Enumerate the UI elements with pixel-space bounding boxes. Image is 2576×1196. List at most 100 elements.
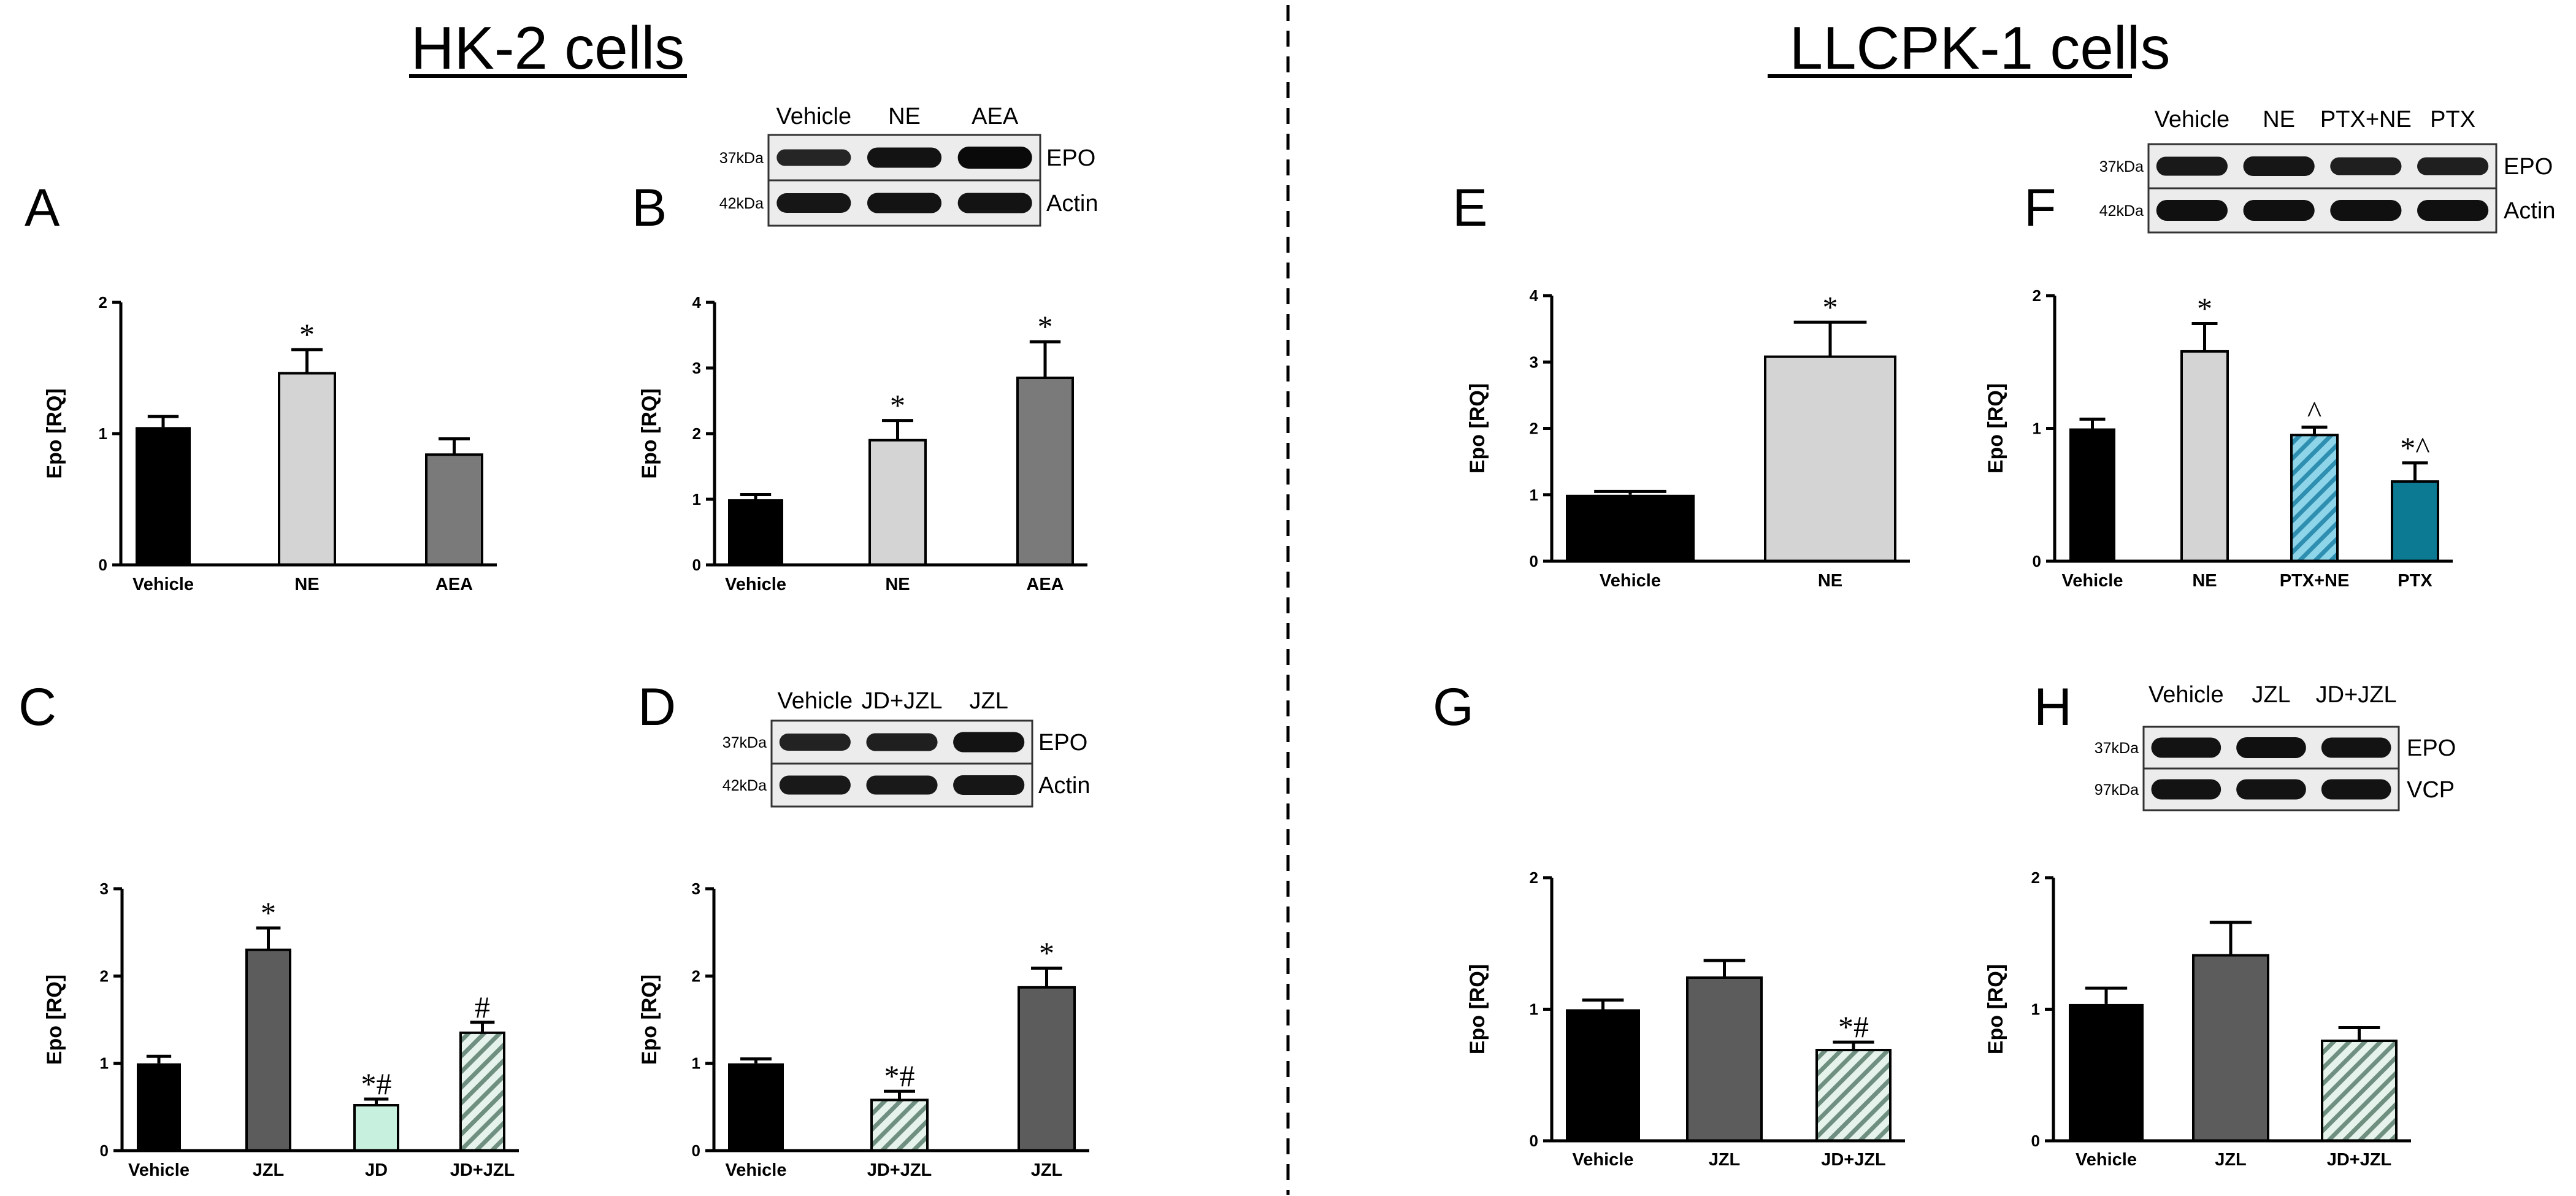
y-axis-label: Epo [RQ] xyxy=(43,388,66,478)
bar-ptx xyxy=(2391,480,2439,562)
chart-panel-e: 0 1 2 3 4 Epo [RQ] Vehicle * NE xyxy=(1466,286,1910,591)
y-axis-label: Epo [RQ] xyxy=(1984,383,2007,473)
blot-band xyxy=(953,775,1025,795)
bar-aea xyxy=(425,453,483,566)
significance-mark: * xyxy=(1038,309,1053,343)
blot-lane-label-jzl: JZL xyxy=(2252,682,2290,708)
panel-letter-b: B xyxy=(632,178,667,237)
blot-lane-label-jd-plus-jzl: JD+JZL xyxy=(862,688,943,714)
y-tick-label: 0 xyxy=(99,556,107,574)
blot-band xyxy=(2236,737,2306,758)
x-category-label: PTX xyxy=(2398,571,2432,591)
x-category-label: NE xyxy=(1818,571,1842,591)
y-tick-label: 2 xyxy=(99,293,107,312)
heading-right-text: LLCPK-1 cells xyxy=(1790,14,2171,82)
y-tick-label: 3 xyxy=(1530,353,1538,371)
bar-vehicle xyxy=(728,1063,784,1151)
bar-ne xyxy=(278,372,336,566)
blot-band xyxy=(2330,157,2402,175)
blot-band xyxy=(776,149,851,166)
blot-lane-label-ne: NE xyxy=(2263,107,2295,132)
blot-protein-label: EPO xyxy=(1046,145,1095,171)
western-blots: Vehicle NE AEA 37kDa EPO 42kDa Actin Vehicle JD+… xyxy=(719,104,2555,811)
chart-panel-d: 0 1 2 3 Epo [RQ] Vehicle *# JD+JZL * JZL xyxy=(638,880,1089,1180)
y-tick-label: 1 xyxy=(2031,1000,2040,1019)
y-axis-label: Epo [RQ] xyxy=(1984,964,2007,1054)
y-tick-label: 1 xyxy=(2033,420,2041,438)
bar-jzl xyxy=(245,948,291,1152)
y-axis-label: Epo [RQ] xyxy=(638,388,661,478)
x-category-label: JD+JZL xyxy=(2327,1150,2392,1170)
significance-mark: * xyxy=(890,388,905,423)
bar-vehicle xyxy=(2069,428,2115,561)
blot-lane-label-ne: NE xyxy=(888,104,921,129)
y-axis-label: Epo [RQ] xyxy=(638,975,661,1065)
blot-band xyxy=(2243,200,2315,221)
heading-right: LLCPK-1 cells xyxy=(1768,14,2170,82)
bar-jd xyxy=(353,1103,399,1152)
x-category-label: JZL xyxy=(1031,1160,1063,1180)
blot-band xyxy=(953,732,1025,753)
blot-lane-label-vehicle: Vehicle xyxy=(2155,107,2230,132)
x-category-label: JZL xyxy=(253,1160,285,1180)
blot-band xyxy=(957,147,1032,169)
blot-lane-label-aea: AEA xyxy=(972,104,1019,129)
blot-band xyxy=(866,775,938,795)
x-category-label: Vehicle xyxy=(1573,1150,1634,1170)
bar-vehicle xyxy=(728,499,783,565)
y-tick-label: 1 xyxy=(692,1054,700,1073)
blot-band xyxy=(2330,200,2402,221)
bar-vehicle xyxy=(137,1063,181,1151)
blot-band xyxy=(2156,156,2228,176)
bar-vehicle xyxy=(1566,494,1695,561)
chart-panel-h: 0 1 2 Epo [RQ] Vehicle JZL JD+JZL xyxy=(1984,868,2411,1170)
blot-lane-label-ptx-plus-ne: PTX+NE xyxy=(2320,107,2412,132)
blot-band xyxy=(2321,737,2391,758)
blot-mw-label: 97kDa xyxy=(2095,781,2139,799)
chart-panel-c: 0 1 2 3 Epo [RQ] Vehicle * JZL *# JD # JD+JZL xyxy=(43,880,519,1180)
blot-band xyxy=(2417,157,2489,175)
y-tick-label: 1 xyxy=(1530,486,1538,504)
y-axis-label: Epo [RQ] xyxy=(1466,964,1489,1054)
blot-band xyxy=(779,734,851,751)
x-category-label: JZL xyxy=(1709,1150,1741,1170)
bar-ne xyxy=(868,439,927,567)
x-category-label: JZL xyxy=(2215,1150,2247,1170)
x-category-label: Vehicle xyxy=(128,1160,190,1180)
x-category-label: JD+JZL xyxy=(450,1160,515,1180)
y-tick-label: 0 xyxy=(100,1141,109,1160)
y-tick-label: 2 xyxy=(1530,868,1538,887)
x-category-label: AEA xyxy=(1026,575,1064,594)
bar-aea xyxy=(1016,377,1074,566)
panel-letter-e: E xyxy=(1452,178,1487,237)
bar-vehicle xyxy=(2069,1003,2144,1141)
blot-band xyxy=(2151,779,2221,800)
panel-letter-a: A xyxy=(25,178,60,237)
x-category-label: JD xyxy=(365,1160,388,1180)
significance-mark: # xyxy=(475,990,490,1024)
blot-band xyxy=(2417,200,2489,221)
y-tick-label: 1 xyxy=(692,490,701,508)
significance-mark: * xyxy=(2197,291,2212,325)
bar-jzl xyxy=(2192,954,2269,1143)
blot-panel-h: Vehicle JZL JD+JZL 37kDa EPO 97kDa VCP xyxy=(2095,682,2456,811)
panel-letter-d: D xyxy=(638,678,676,737)
significance-mark: * xyxy=(299,317,315,351)
y-tick-label: 0 xyxy=(2031,1132,2040,1150)
y-tick-label: 2 xyxy=(692,424,701,443)
x-category-label: Vehicle xyxy=(726,1160,787,1180)
blot-mw-label: 37kDa xyxy=(719,150,764,167)
blot-band xyxy=(867,147,942,168)
y-tick-label: 1 xyxy=(99,424,107,443)
bar-vehicle xyxy=(136,427,191,565)
blot-protein-label: EPO xyxy=(2504,154,2553,180)
y-tick-label: 2 xyxy=(100,967,109,985)
significance-mark: *^ xyxy=(2400,431,2429,465)
x-category-label: Vehicle xyxy=(725,575,786,594)
blot-mw-label: 42kDa xyxy=(723,777,767,794)
x-category-label: NE xyxy=(294,575,319,594)
x-category-label: NE xyxy=(885,575,910,594)
significance-mark: * xyxy=(1823,289,1838,324)
blot-band xyxy=(2156,200,2228,221)
